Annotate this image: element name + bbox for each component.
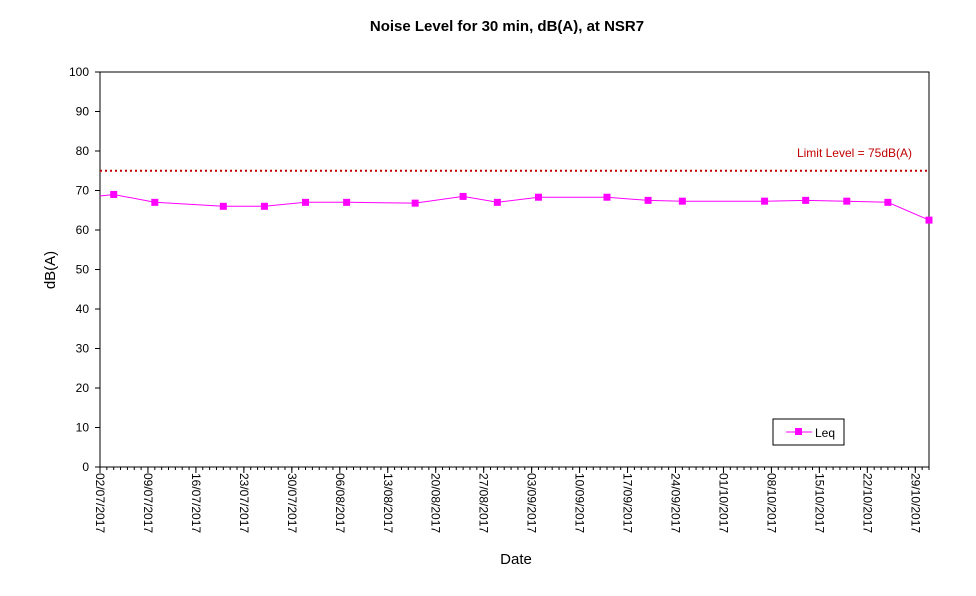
x-tick-label: 09/07/2017 [141, 473, 155, 533]
x-tick-label: 30/07/2017 [285, 473, 299, 533]
legend-label-leq: Leq [815, 426, 835, 440]
y-tick-label: 0 [82, 460, 89, 474]
y-tick-label: 10 [76, 421, 90, 435]
x-axis-label: Date [500, 551, 532, 568]
data-point [219, 202, 227, 210]
x-tick-label: 10/09/2017 [573, 473, 587, 533]
data-point [884, 198, 892, 206]
x-tick-label: 20/08/2017 [429, 473, 443, 533]
data-point [603, 193, 611, 201]
data-point [411, 199, 419, 207]
y-tick-label: 30 [76, 342, 90, 356]
data-point [302, 198, 310, 206]
y-tick-label: 90 [76, 105, 90, 119]
x-tick-label: 15/10/2017 [812, 473, 826, 533]
data-point [151, 198, 159, 206]
series-layer [99, 190, 933, 224]
data-point [260, 202, 268, 210]
y-tick-label: 60 [76, 223, 90, 237]
data-point [925, 216, 933, 224]
x-tick-label: 17/09/2017 [621, 473, 635, 533]
limit-label: Limit Level = 75dB(A) [797, 146, 912, 160]
x-tick-label: 02/07/2017 [93, 473, 107, 533]
y-axis-label: dB(A) [42, 251, 59, 289]
y-tick-label: 80 [76, 144, 90, 158]
data-point [802, 196, 810, 204]
data-point [678, 197, 686, 205]
x-tick-label: 03/09/2017 [525, 473, 539, 533]
data-point [843, 197, 851, 205]
y-tick-label: 50 [76, 263, 90, 277]
chart-title: Noise Level for 30 min, dB(A), at NSR7 [370, 18, 644, 35]
x-tick-label: 23/07/2017 [237, 473, 251, 533]
y-tick-label: 70 [76, 184, 90, 198]
x-tick-label: 24/09/2017 [669, 473, 683, 533]
x-tick-label: 13/08/2017 [381, 473, 395, 533]
data-point [761, 197, 769, 205]
data-point [459, 192, 467, 200]
legend-marker-swatch [795, 428, 802, 435]
data-point [644, 196, 652, 204]
y-tick-label: 20 [76, 381, 90, 395]
x-tick-label: 06/08/2017 [333, 473, 347, 533]
data-point [493, 198, 501, 206]
x-tick-label: 29/10/2017 [908, 473, 922, 533]
data-point [534, 193, 542, 201]
plot-area [99, 71, 930, 468]
x-tick-label: 27/08/2017 [477, 473, 491, 533]
y-tick-label: 100 [69, 65, 89, 79]
data-point [110, 190, 118, 198]
legend: Leq [772, 418, 845, 446]
x-tick-label: 22/10/2017 [860, 473, 874, 533]
x-axis: 02/07/2017 09/07/2017 16/07/2017 23/07/2017… [93, 467, 930, 533]
y-tick-label: 40 [76, 302, 90, 316]
x-tick-label: 08/10/2017 [764, 473, 778, 533]
x-tick-label: 01/10/2017 [716, 473, 730, 533]
data-point [343, 198, 351, 206]
x-tick-label: 16/07/2017 [189, 473, 203, 533]
y-axis: 0 10 20 30 40 50 60 70 80 90 100 [69, 65, 100, 474]
